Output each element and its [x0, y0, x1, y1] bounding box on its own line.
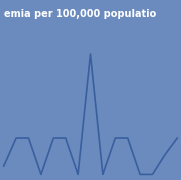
Text: emia per 100,000 populatio: emia per 100,000 populatio: [4, 9, 156, 19]
